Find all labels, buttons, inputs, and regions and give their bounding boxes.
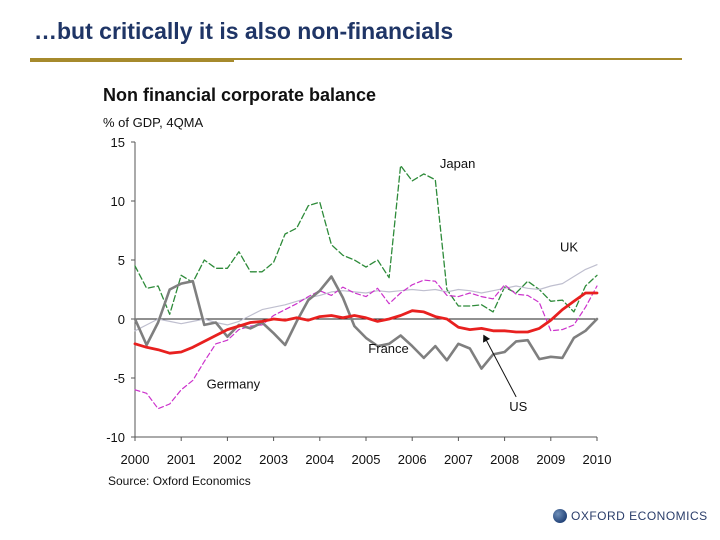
y-tick-label: -5 [113,371,125,386]
x-tick-label: 2003 [259,452,288,467]
globe-icon [553,509,567,523]
y-tick-label: 10 [111,194,125,209]
x-tick-label: 2002 [213,452,242,467]
oxford-economics-logo: OXFORD ECONOMICS [553,508,708,524]
slide-title: …but critically it is also non-financial… [34,18,454,44]
series-line-us [133,291,599,355]
x-tick-label: 2010 [583,452,612,467]
x-tick-label: 2007 [444,452,473,467]
series-label-japan: Japan [440,156,475,171]
series-label-germany: Germany [207,377,261,392]
x-tick-label: 2001 [167,452,196,467]
y-tick-label: 5 [118,253,125,268]
annotation-arrow-us [483,334,517,398]
chart-title: Non financial corporate balance [103,85,377,105]
series-label-uk: UK [560,240,578,255]
chart-y-unit-label: % of GDP, 4QMA [103,115,204,130]
x-tick-label: 2005 [352,452,381,467]
series-line-japan [134,164,598,315]
series-line-germany [133,275,599,370]
logo-text: OXFORD ECONOMICS [571,509,708,523]
chart-source: Source: Oxford Economics [108,474,251,488]
title-divider [30,58,682,60]
y-tick-label: 0 [118,312,125,327]
x-tick-label: 2006 [398,452,427,467]
y-tick-label: -10 [106,430,125,445]
title-divider-accent [30,60,234,62]
series-line-uk [134,264,598,332]
x-tick-label: 2000 [121,452,150,467]
series-label-us: US [509,399,527,414]
x-tick-label: 2008 [490,452,519,467]
series-line-france [134,279,598,410]
x-tick-label: 2009 [536,452,565,467]
x-tick-label: 2004 [305,452,334,467]
y-tick-label: 15 [111,135,125,150]
series-label-france: France [368,341,408,356]
